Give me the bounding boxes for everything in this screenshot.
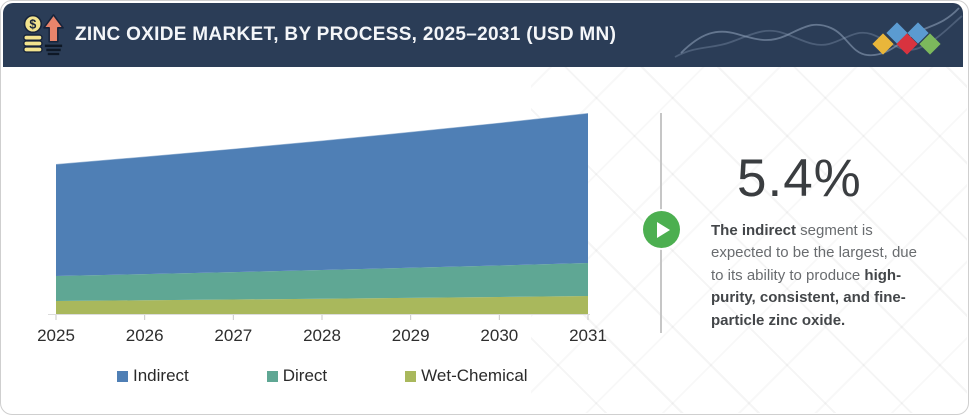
x-tick-label-2031: 2031 [569, 326, 607, 345]
legend-item-indirect: Indirect [117, 366, 189, 386]
diamond-green [919, 33, 941, 55]
x-tick-label-2026: 2026 [126, 326, 164, 345]
stacked-area-chart: 2025 2026 2027 2028 2029 2030 2031 [37, 112, 607, 345]
callout-bold-lead: The indirect [711, 221, 797, 239]
x-tick-label-2027: 2027 [214, 326, 252, 345]
area-direct [56, 263, 588, 301]
diamond-red [896, 33, 918, 55]
callout-bold-tail: high-purity, consistent, and fine-partic… [711, 266, 906, 329]
x-tick-label-2025: 2025 [37, 326, 75, 345]
money-growth-icon: $ [23, 14, 64, 56]
diamond-yellow [872, 33, 894, 55]
header-bar: $ ZINC OXIDE MARKET, BY PROCESS, 2025–20… [3, 3, 963, 67]
chart-legend: Indirect Direct Wet-Chemical [56, 366, 616, 386]
legend-label: Indirect [133, 366, 189, 385]
wave-line-2 [674, 15, 963, 58]
callout-description: The indirect segment is expected to be t… [711, 220, 917, 333]
x-tick-label-2030: 2030 [480, 326, 518, 345]
watermark-pattern [531, 67, 967, 413]
legend-swatch-icon [117, 370, 128, 382]
svg-text:$: $ [29, 17, 36, 31]
wave-diamonds-decoration [674, 7, 963, 58]
cagr-stat: 5.4% [737, 149, 862, 208]
x-tick-label-2029: 2029 [392, 326, 430, 345]
callout-panel: 5.4% The indirect segment is expected to… [711, 151, 917, 332]
legend-label: Direct [282, 366, 328, 385]
legend-label: Wet-Chemical [421, 366, 528, 385]
chart-area: 2025 2026 2027 2028 2029 2030 2031 Indirect Dir… [1, 67, 661, 414]
legend-swatch-icon [266, 370, 278, 382]
diamond-blue-2 [907, 22, 929, 44]
callout-normal-text: segment is expected to be the largest, d… [711, 221, 917, 284]
area-indirect [56, 113, 588, 276]
legend-swatch-icon [405, 370, 417, 382]
area-wet-chemical [56, 296, 588, 314]
legend-item-wet-chemical: Wet-Chemical [405, 366, 528, 386]
area-top-edge [55, 112, 589, 165]
legend-item-direct: Direct [266, 366, 328, 386]
play-icon [657, 221, 670, 238]
x-tick-label-2028: 2028 [303, 326, 341, 345]
page-title: ZINC OXIDE MARKET, BY PROCESS, 2025–2031… [75, 24, 617, 45]
play-button[interactable] [643, 211, 680, 248]
